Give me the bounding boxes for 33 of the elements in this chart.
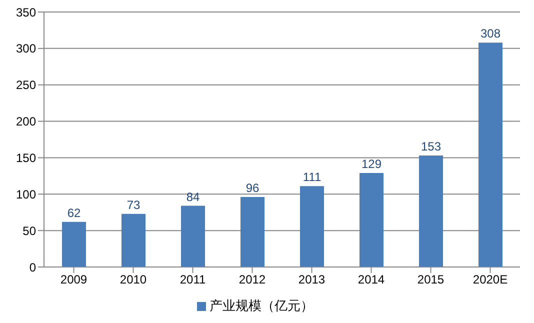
data-label: 84 — [186, 190, 200, 204]
legend-label: 产业规模（亿元） — [210, 298, 314, 313]
x-tick-label: 2015 — [417, 272, 444, 287]
bar — [419, 156, 443, 267]
x-tick-label: 2014 — [358, 272, 385, 287]
y-tick-label: 50 — [22, 224, 36, 238]
bar — [478, 42, 502, 267]
y-tick-label: 150 — [16, 150, 36, 165]
y-tick-label: 250 — [16, 78, 36, 92]
y-tick-label: 350 — [16, 5, 36, 20]
data-label: 62 — [67, 206, 81, 220]
data-label: 111 — [302, 170, 322, 184]
bar — [360, 173, 384, 267]
x-tick-label: 2011 — [180, 272, 206, 287]
data-label: 73 — [126, 198, 140, 212]
bar — [122, 214, 146, 267]
bar — [240, 197, 264, 267]
y-tick-label: 200 — [16, 114, 36, 129]
x-tick-label: 2020E — [472, 272, 508, 287]
data-label: 308 — [480, 26, 501, 41]
bar — [62, 222, 86, 267]
y-tick-label: 0 — [29, 260, 36, 274]
bar — [181, 206, 205, 267]
data-label: 129 — [361, 157, 382, 172]
y-tick-label: 300 — [16, 42, 36, 56]
x-tick-label: 2013 — [298, 272, 326, 287]
bar — [300, 186, 324, 267]
x-tick-label: 2010 — [120, 272, 147, 287]
data-label: 96 — [246, 181, 260, 196]
data-label: 153 — [420, 140, 442, 154]
x-tick-label: 2012 — [238, 272, 266, 287]
y-tick-label: 100 — [16, 187, 36, 202]
x-tick-label: 2009 — [60, 272, 88, 287]
